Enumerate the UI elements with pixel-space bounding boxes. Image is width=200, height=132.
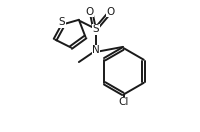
Text: S: S <box>58 17 65 27</box>
Text: O: O <box>106 7 115 17</box>
Text: N: N <box>92 45 100 55</box>
Text: Cl: Cl <box>119 97 129 107</box>
Text: O: O <box>85 7 94 17</box>
Text: S: S <box>93 24 99 34</box>
